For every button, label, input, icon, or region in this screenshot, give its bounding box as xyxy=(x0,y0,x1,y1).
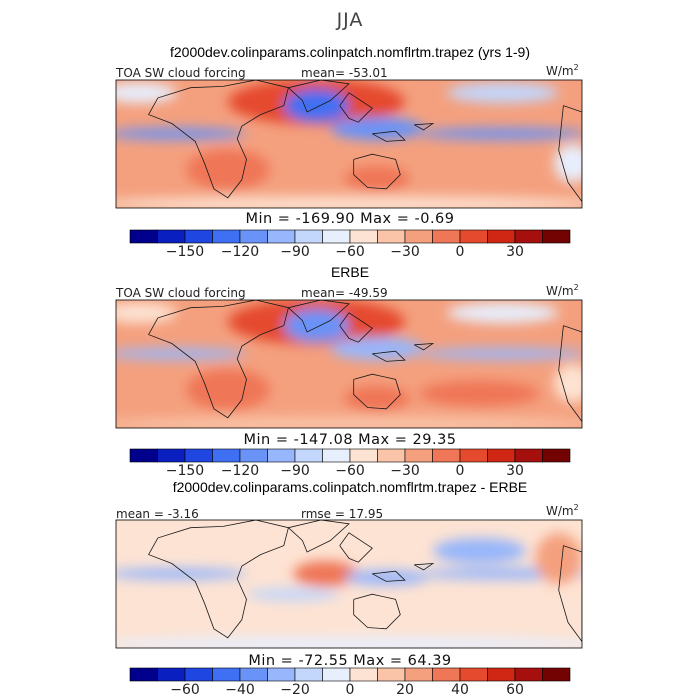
coastline-1 xyxy=(288,520,350,553)
coastline-6 xyxy=(414,342,435,351)
field-region-10 xyxy=(418,380,541,407)
field-region-2 xyxy=(344,569,429,586)
field-region-6 xyxy=(116,636,582,648)
map-frame xyxy=(115,299,583,429)
coastline-6 xyxy=(414,122,435,131)
coastline-5 xyxy=(558,545,582,643)
coastline-1 xyxy=(288,80,350,113)
coastline-5 xyxy=(558,325,582,423)
panel3-rmse-label: rmse = 17.95 xyxy=(301,507,384,521)
coastline-4 xyxy=(372,350,406,362)
panel1-units: W/m2 xyxy=(546,63,579,78)
field-region-4 xyxy=(432,537,527,564)
panel3-units: W/m2 xyxy=(546,503,579,518)
coastline-6 xyxy=(414,562,435,571)
coastline-5 xyxy=(558,105,582,203)
map-frame xyxy=(115,79,583,209)
field-region-7 xyxy=(116,302,177,324)
field-region-5 xyxy=(535,532,582,585)
panel3-title: f2000dev.colinparams.colinpatch.nomflrtm… xyxy=(172,479,528,495)
panel1-left-label: TOA SW cloud forcing xyxy=(116,66,246,80)
coastline-0 xyxy=(148,520,289,639)
coastline-2 xyxy=(339,92,373,123)
field-region-1 xyxy=(185,149,270,191)
field-region-1 xyxy=(293,560,359,587)
field-region-7 xyxy=(116,82,177,104)
field-region-6 xyxy=(446,302,559,324)
coastline-3 xyxy=(353,593,401,630)
coastline-1 xyxy=(288,300,350,333)
panel2-mean-label: mean= -49.59 xyxy=(301,286,388,300)
map-background-field xyxy=(116,520,582,648)
field-region-6 xyxy=(446,82,559,104)
coastline-0 xyxy=(148,300,289,419)
panel1-minmax: Min = -169.90 Max = -0.69 xyxy=(245,211,455,227)
field-region-2 xyxy=(116,128,247,140)
field-region-9 xyxy=(344,385,410,412)
panel3-minmax: Min = -72.55 Max = 64.39 xyxy=(248,653,452,669)
coastline-2 xyxy=(339,532,373,563)
field-region-8 xyxy=(116,416,582,428)
field-region-11 xyxy=(554,364,582,403)
coastline-4 xyxy=(372,130,406,142)
field-region-11 xyxy=(554,144,582,183)
field-region-5 xyxy=(418,128,582,140)
field-region-9 xyxy=(344,165,410,192)
field-region-4 xyxy=(330,117,424,141)
coastline-4 xyxy=(372,570,406,582)
panel2-minmax: Min = -147.08 Max = 29.35 xyxy=(243,432,457,448)
field-region-1 xyxy=(185,369,270,411)
field-region-5 xyxy=(418,348,582,360)
field-region-3 xyxy=(283,308,349,343)
figure-title: JJA xyxy=(336,9,364,31)
field-region-7 xyxy=(246,587,340,601)
coastline-3 xyxy=(353,153,401,190)
panel2-title: ERBE xyxy=(330,264,370,280)
field-region-3 xyxy=(283,88,349,123)
coastline-2 xyxy=(339,312,373,343)
field-region-0 xyxy=(116,568,247,580)
coastline-3 xyxy=(353,373,401,410)
panel2-left-label: TOA SW cloud forcing xyxy=(116,286,246,300)
field-region-2 xyxy=(116,348,247,360)
panel1-mean-label: mean= -53.01 xyxy=(301,66,388,80)
field-region-4 xyxy=(330,337,424,361)
map-frame xyxy=(115,519,583,649)
panel2-units: W/m2 xyxy=(546,283,579,298)
coastline-0 xyxy=(148,80,289,199)
field-region-10 xyxy=(418,160,541,187)
field-region-8 xyxy=(116,196,582,208)
panel1-title: f2000dev.colinparams.colinpatch.nomflrtm… xyxy=(169,44,530,60)
panel3-mean-label: mean = -3.16 xyxy=(116,507,199,521)
